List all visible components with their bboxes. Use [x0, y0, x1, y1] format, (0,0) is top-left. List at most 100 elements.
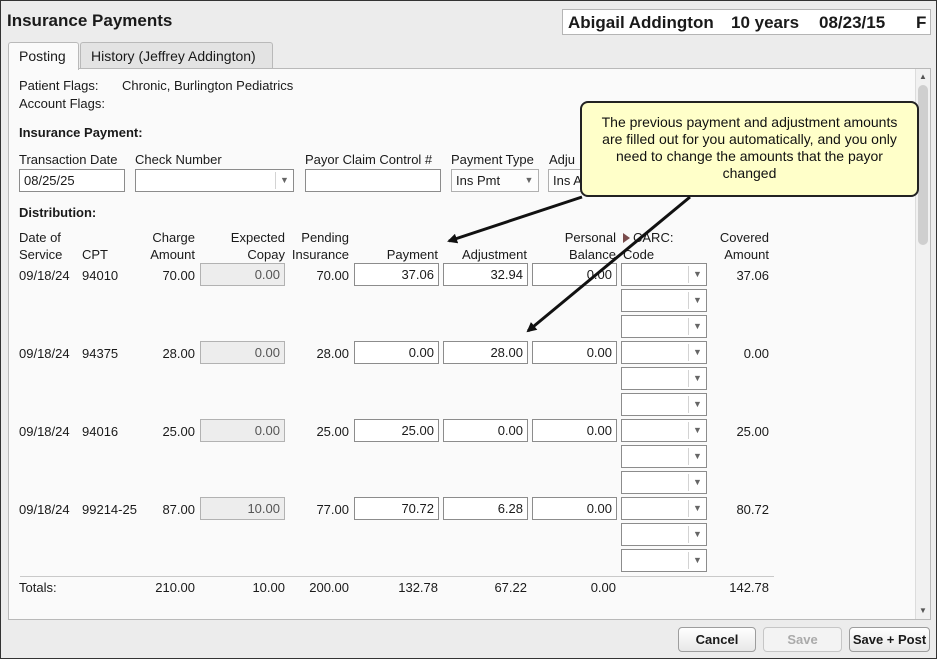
column-header-pending: Pending Insurance — [283, 229, 349, 263]
adjustment-type-label: Adju — [549, 152, 576, 167]
save-post-button[interactable]: Save + Post — [849, 627, 930, 652]
payment-type-select[interactable]: Ins Pmt ▼ — [451, 169, 539, 192]
chevron-down-icon: ▼ — [688, 448, 706, 465]
header-copay-line2: Copay — [247, 247, 285, 262]
check-number-select[interactable]: ▼ — [135, 169, 294, 192]
adjustment-input[interactable]: 32.94 — [443, 263, 528, 286]
carc-code-select[interactable]: ▼ — [621, 497, 707, 520]
patient-name: Abigail Addington — [568, 13, 714, 32]
header-charge-line2: Amount — [150, 247, 195, 262]
service-date: 09/18/24 — [19, 502, 70, 517]
arrow-up-icon[interactable]: ▲ — [919, 72, 927, 81]
payment-input[interactable]: 70.72 — [354, 497, 439, 520]
covered-amount: 0.00 — [743, 346, 769, 361]
total-charge: 210.00 — [155, 580, 195, 595]
scrollbar-thumb[interactable] — [918, 85, 928, 245]
charge-amount: 25.00 — [162, 424, 195, 439]
payor-claim-input[interactable] — [305, 169, 441, 192]
column-header-payment: Payment — [386, 247, 438, 262]
service-date: 09/18/24 — [19, 268, 70, 283]
chevron-down-icon: ▼ — [688, 318, 706, 335]
chevron-down-icon: ▼ — [688, 370, 706, 387]
chevron-down-icon: ▼ — [275, 172, 293, 189]
column-header-charge: Charge Amount — [135, 229, 195, 263]
carc-code-select[interactable]: ▼ — [621, 523, 707, 546]
chevron-down-icon: ▼ — [688, 526, 706, 543]
insurance-payment-heading: Insurance Payment: — [19, 125, 143, 140]
carc-code-select[interactable]: ▼ — [621, 315, 707, 338]
column-header-covered: Covered Amount — [709, 229, 769, 263]
pending-insurance: 77.00 — [316, 502, 349, 517]
chevron-down-icon: ▼ — [688, 422, 706, 439]
charge-amount: 28.00 — [162, 346, 195, 361]
personal-balance-input[interactable]: 0.00 — [532, 419, 617, 442]
distribution-heading: Distribution: — [19, 205, 97, 220]
chevron-down-icon: ▼ — [688, 552, 706, 569]
triangle-right-icon[interactable] — [623, 233, 630, 243]
payment-input[interactable]: 25.00 — [354, 419, 439, 442]
cpt-code: 94016 — [82, 424, 119, 439]
patient-flags-label: Patient Flags: — [19, 78, 99, 93]
carc-code-select[interactable]: ▼ — [621, 263, 707, 286]
total-payment: 132.78 — [398, 580, 438, 595]
personal-balance-input[interactable]: 0.00 — [532, 341, 617, 364]
payment-input[interactable]: 37.06 — [354, 263, 439, 286]
carc-code-select[interactable]: ▼ — [621, 341, 707, 364]
column-header-carc[interactable]: CARC: Code — [623, 229, 673, 263]
covered-amount: 37.06 — [736, 268, 769, 283]
service-date: 09/18/24 — [19, 424, 70, 439]
totals-label: Totals: — [19, 580, 57, 595]
vertical-scrollbar[interactable]: ▲ ▼ — [915, 69, 930, 619]
adjustment-type-value: Ins A — [553, 173, 582, 188]
header-pending-line2: Insurance — [291, 247, 349, 262]
chevron-down-icon: ▼ — [524, 175, 534, 185]
payment-input[interactable]: 0.00 — [354, 341, 439, 364]
account-flags-label: Account Flags: — [19, 96, 105, 111]
total-pending: 200.00 — [309, 580, 349, 595]
chevron-down-icon: ▼ — [688, 474, 706, 491]
charge-amount: 87.00 — [162, 502, 195, 517]
cpt-code: 94010 — [82, 268, 119, 283]
adjustment-input[interactable]: 6.28 — [443, 497, 528, 520]
carc-code-select[interactable]: ▼ — [621, 445, 707, 468]
header-covered-line2: Amount — [724, 247, 769, 262]
charge-amount: 70.00 — [162, 268, 195, 283]
personal-balance-input[interactable]: 0.00 — [532, 497, 617, 520]
header-charge-line1: Charge — [152, 230, 195, 245]
covered-amount: 25.00 — [736, 424, 769, 439]
carc-code-select[interactable]: ▼ — [621, 393, 707, 416]
transaction-date-label: Transaction Date — [19, 152, 118, 167]
carc-code-select[interactable]: ▼ — [621, 419, 707, 442]
column-header-adjustment: Adjustment — [461, 247, 527, 262]
cancel-button[interactable]: Cancel — [678, 627, 756, 652]
totals-divider — [20, 576, 774, 577]
save-button[interactable]: Save — [763, 627, 842, 652]
total-personal: 0.00 — [590, 580, 616, 595]
chevron-down-icon: ▼ — [688, 266, 706, 283]
column-header-date: Date of Service — [19, 229, 62, 263]
header-copay-line1: Expected — [230, 230, 285, 245]
carc-code-select[interactable]: ▼ — [621, 367, 707, 390]
chevron-down-icon: ▼ — [688, 292, 706, 309]
expected-copay-field: 0.00 — [200, 263, 285, 286]
adjustment-input[interactable]: 28.00 — [443, 341, 528, 364]
adjustment-input[interactable]: 0.00 — [443, 419, 528, 442]
tab-posting[interactable]: Posting — [8, 42, 79, 70]
pending-insurance: 28.00 — [316, 346, 349, 361]
carc-code-select[interactable]: ▼ — [621, 289, 707, 312]
chevron-down-icon: ▼ — [688, 500, 706, 517]
column-header-copay: Expected Copay — [209, 229, 285, 263]
total-adjustment: 67.22 — [494, 580, 527, 595]
pending-insurance: 70.00 — [316, 268, 349, 283]
expected-copay-field: 0.00 — [200, 419, 285, 442]
header-date-line1: Date of — [19, 230, 61, 245]
patient-flags-value: Chronic, Burlington Pediatrics — [122, 78, 294, 93]
carc-code-select[interactable]: ▼ — [621, 549, 707, 572]
carc-code-select[interactable]: ▼ — [621, 471, 707, 494]
tab-history[interactable]: History (Jeffrey Addington) — [80, 42, 273, 69]
arrow-down-icon[interactable]: ▼ — [919, 606, 927, 615]
transaction-date-input[interactable]: 08/25/25 — [19, 169, 125, 192]
personal-balance-input[interactable]: 0.00 — [532, 263, 617, 286]
column-header-cpt: CPT — [82, 247, 108, 262]
patient-banner: Abigail Addington 10 years 08/23/15 F — [562, 9, 931, 35]
